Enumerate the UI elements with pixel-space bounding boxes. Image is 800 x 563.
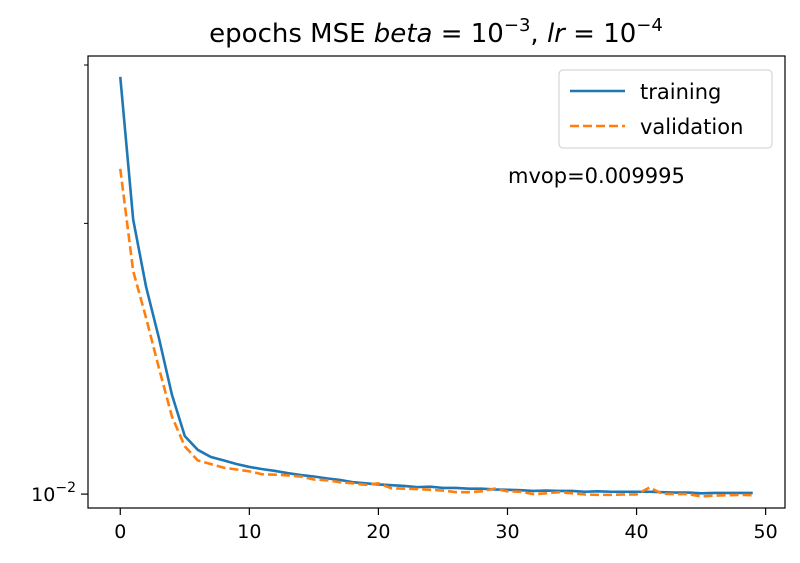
x-tick-label: 20	[366, 521, 390, 543]
x-tick-label: 10	[237, 521, 261, 543]
chart-title: epochs MSE beta = 10−3, lr = 10−4	[209, 15, 663, 49]
x-tick-label: 0	[114, 521, 126, 543]
x-axis: 0 10 20 30 40 50	[114, 508, 778, 543]
legend-label-training: training	[640, 80, 721, 104]
series-line-training	[118, 76, 753, 495]
x-tick-label: 50	[754, 521, 778, 543]
y-axis: 10−2	[31, 64, 88, 506]
legend-box	[558, 69, 773, 149]
x-tick-label: 40	[624, 521, 648, 543]
legend: training validation	[558, 69, 773, 149]
x-tick-label: 30	[495, 521, 519, 543]
series-layer	[118, 76, 753, 498]
axes-frame	[87, 55, 786, 509]
legend-label-validation: validation	[640, 115, 743, 139]
mvop-annotation: mvop=0.009995	[508, 164, 685, 188]
series-line-validation	[118, 168, 753, 498]
y-tick-label: 10−2	[31, 480, 76, 506]
